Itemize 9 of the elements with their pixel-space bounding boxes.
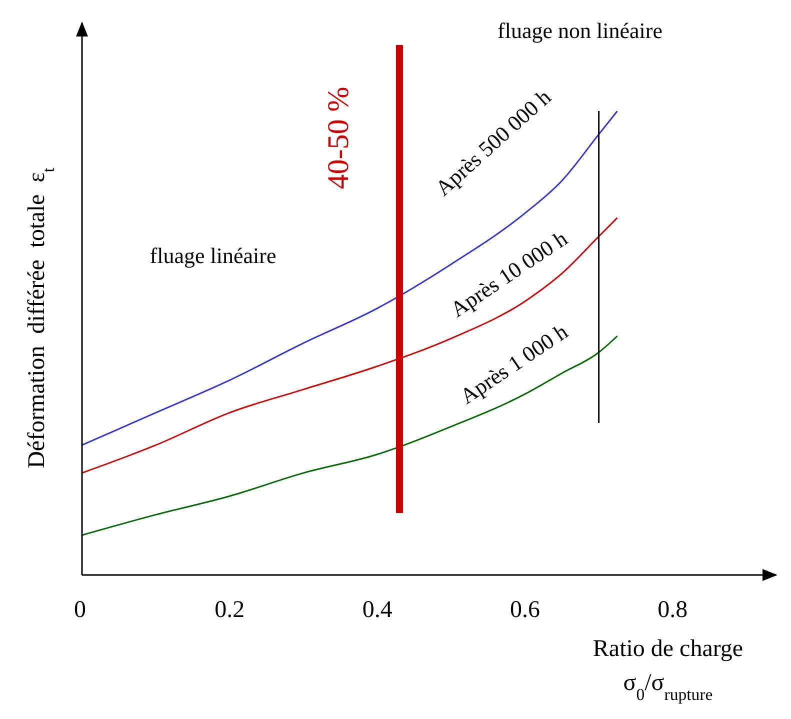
text: fluage non linéaire	[498, 18, 662, 43]
annotation: fluage linéaire	[150, 243, 276, 268]
x-tick-label: 0	[74, 597, 86, 623]
x-tick-label: 0.4	[362, 597, 392, 623]
annotation: 40-50 %	[322, 86, 355, 190]
x-tick-label: 0.8	[658, 597, 688, 623]
x-tick-label: 0.6	[510, 597, 540, 623]
x-axis-title: Ratio de charge σ$_{0}$/σ$_{rupture}$	[592, 636, 744, 704]
x-tick-label: 0.2	[214, 597, 245, 623]
